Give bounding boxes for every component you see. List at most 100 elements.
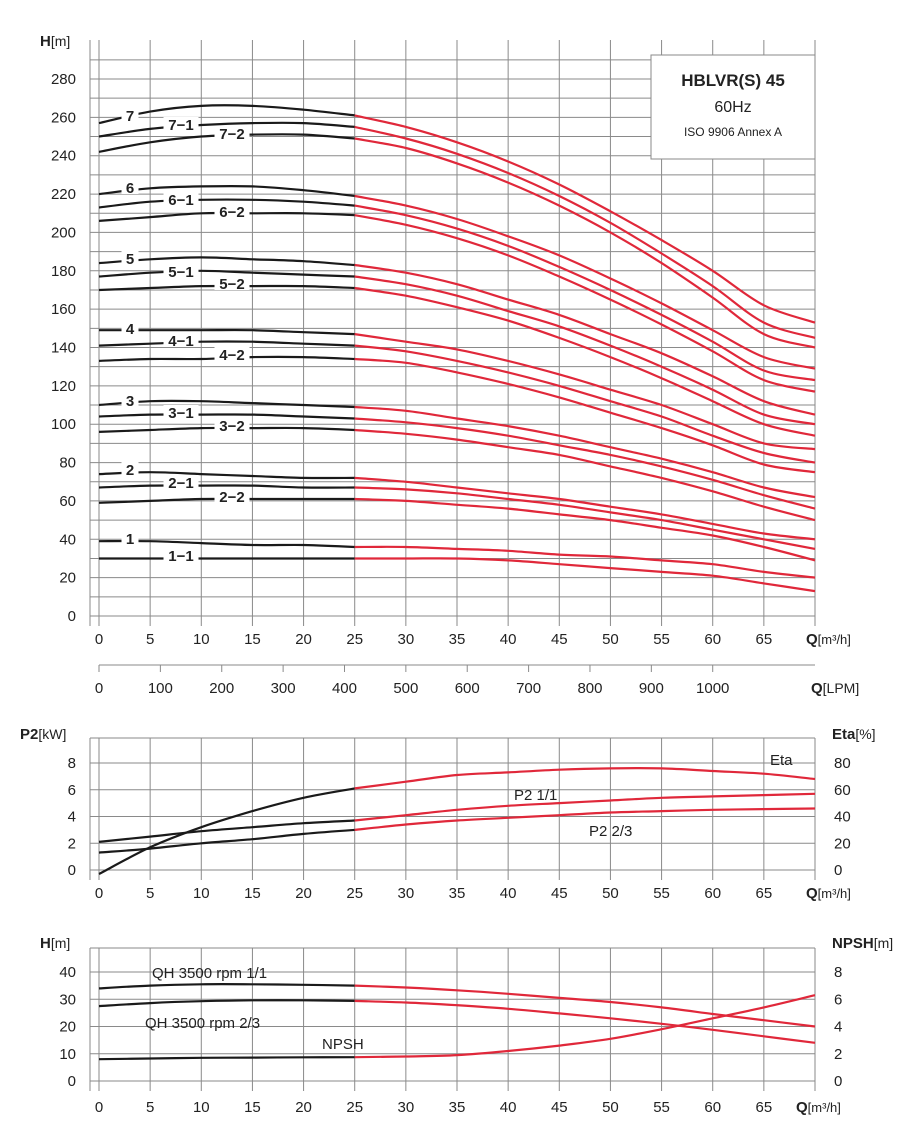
x-tick-label: 20 (295, 885, 312, 902)
curve-label: 7−1 (168, 117, 193, 134)
x-tick-label: 60 (704, 1099, 721, 1116)
y2-tick-label: 60 (834, 782, 851, 799)
series-line-red (354, 137, 816, 349)
y-tick-label: 60 (59, 493, 76, 510)
y-tick-label: 120 (51, 378, 76, 395)
curve-label-bg (163, 405, 199, 419)
x-tick-label: 30 (398, 1099, 415, 1116)
series-line-black (98, 828, 355, 854)
x-axis-label: Q[m³/h] (806, 885, 851, 902)
series-line-red (354, 286, 816, 437)
series-line-red (354, 984, 816, 1028)
y-tick-label: 0 (68, 608, 76, 625)
series-line-black (98, 1056, 355, 1061)
series-line-black (98, 413, 355, 420)
y-tick-label: 2 (68, 835, 76, 852)
y-tick-label: 80 (59, 455, 76, 472)
title-line1: HBLVR(S) 45 (681, 71, 785, 90)
y-axis-label-unit: [m] (51, 935, 70, 951)
lpm-axis-label: Q[LPM] (811, 680, 859, 697)
curve-label: QH 3500 rpm 1/1 (152, 965, 267, 982)
curve-label-bg (163, 548, 199, 562)
curve-label-bg (121, 251, 139, 265)
series-line-black (98, 819, 355, 843)
curve-label-bg (121, 321, 139, 335)
curve-label: 2−2 (219, 489, 244, 506)
npsh-curve-labels: QH 3500 rpm 1/1 QH 3500 rpm 2/3 NPSH (145, 965, 364, 1053)
series-line-black (98, 104, 355, 125)
series-line-red (354, 428, 816, 522)
series-line-red (354, 275, 816, 426)
curve-label-bg (214, 276, 250, 290)
series-0 (98, 983, 816, 1028)
y-tick-label: 10 (59, 1046, 76, 1063)
series-1 (98, 999, 816, 1044)
curve-label-bg (163, 333, 199, 347)
series-line-red (354, 194, 816, 370)
x-tick-label: 65 (756, 885, 773, 902)
lpm-tick-label: 500 (393, 680, 418, 697)
x-tick-label: 20 (295, 1099, 312, 1116)
x-tick-label: 45 (551, 631, 568, 648)
x-axis-label-unit: [m³/h] (818, 886, 851, 901)
y-tick-label: 30 (59, 991, 76, 1008)
power-series (98, 767, 816, 875)
y-axis-label: H[m] (40, 33, 70, 50)
lpm-axis-label-main: Q (811, 680, 823, 697)
y-tick-label: 40 (59, 964, 76, 981)
curve-label-bg (163, 264, 199, 278)
curve-label: 2−1 (168, 475, 193, 492)
lpm-tick-label: 800 (577, 680, 602, 697)
curve-label: 7 (126, 108, 134, 125)
curve-label: 4 (126, 321, 135, 338)
series-line-red (354, 994, 816, 1059)
series-line-red (354, 333, 816, 451)
x-tick-label: 35 (449, 1099, 466, 1116)
lpm-tick-label: 1000 (696, 680, 729, 697)
curve-label-bg (121, 531, 139, 545)
y2-tick-label: 4 (834, 1019, 842, 1036)
series-line-black (98, 539, 355, 549)
x-tick-label: 5 (146, 885, 154, 902)
y2-tick-label: 80 (834, 755, 851, 772)
x-tick-label: 15 (244, 885, 261, 902)
y2-tick-label: 20 (834, 835, 851, 852)
x-axis-label: Q[m³/h] (806, 631, 851, 648)
x-tick-label: 5 (146, 1099, 154, 1116)
y2-tick-label: 40 (834, 809, 851, 826)
series-line-red (354, 204, 816, 382)
x-tick-label: 55 (653, 631, 670, 648)
series-2 (98, 807, 816, 854)
x-tick-label: 50 (602, 1099, 619, 1116)
x-tick-label: 15 (244, 631, 261, 648)
x-tick-label: 45 (551, 885, 568, 902)
lpm-tick-label: 0 (95, 680, 103, 697)
y-tick-label: 0 (68, 862, 76, 879)
series-0 (98, 104, 816, 324)
curve-label: QH 3500 rpm 2/3 (145, 1015, 260, 1032)
y-tick-label: 220 (51, 186, 76, 203)
series-line-black (98, 983, 355, 990)
series-line-red (354, 114, 816, 324)
x-axis-label-unit: [m³/h] (818, 632, 851, 647)
y-axis-label-unit: [m] (51, 33, 70, 49)
power-grid (89, 737, 816, 880)
series-line-black (98, 399, 355, 409)
series-line-black (99, 328, 355, 336)
y-tick-label: 240 (51, 148, 76, 165)
series-line-red (354, 557, 816, 593)
series-10 (98, 340, 816, 464)
x-tick-label: 50 (602, 631, 619, 648)
series-line-red (354, 263, 816, 416)
x-tick-label: 60 (704, 631, 721, 648)
series-line-red (354, 767, 816, 790)
y-tick-label: 4 (68, 809, 76, 826)
x-tick-label: 0 (95, 885, 103, 902)
series-line-black (98, 256, 355, 267)
x-tick-label: 40 (500, 885, 517, 902)
series-line-red (354, 792, 816, 822)
x-tick-label: 50 (602, 885, 619, 902)
series-line-red (354, 214, 816, 393)
x-tick-label: 65 (756, 631, 773, 648)
